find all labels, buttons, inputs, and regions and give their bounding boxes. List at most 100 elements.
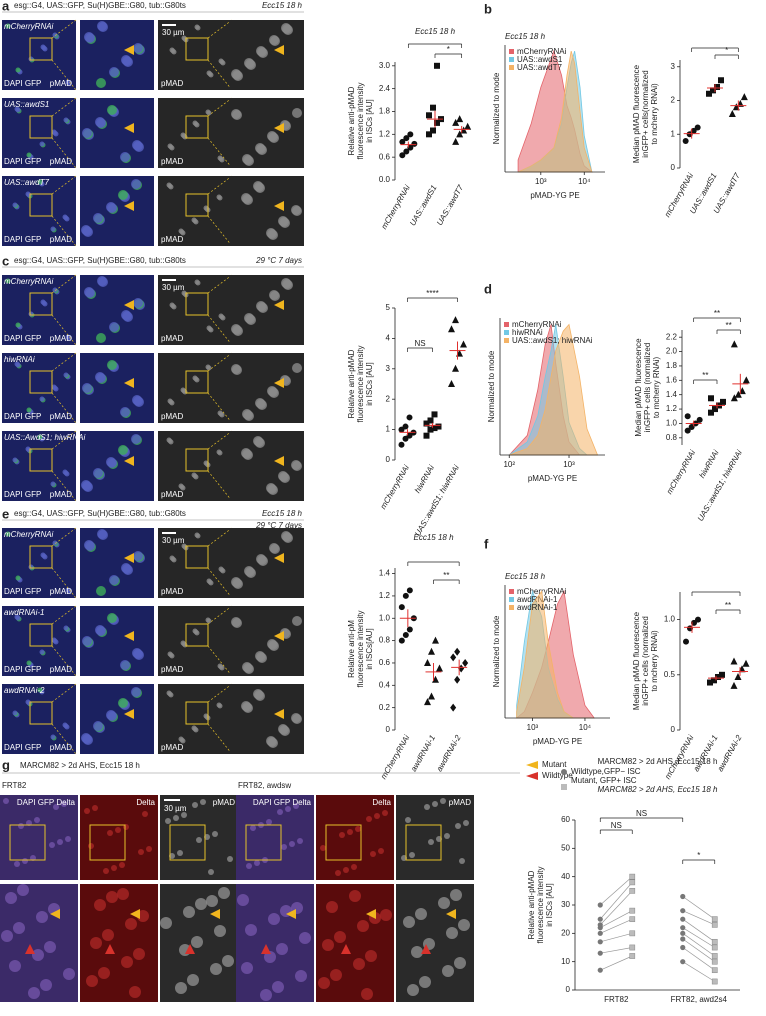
channel-label: Delta (136, 798, 155, 807)
nucleus (82, 128, 92, 138)
micrograph (2, 275, 76, 345)
row-label: UAS::awdT7 (4, 178, 49, 187)
cell (335, 870, 341, 876)
y-tick-label: 1.0 (666, 419, 678, 428)
nucleus (12, 710, 18, 716)
nucleus (93, 213, 103, 223)
chart-title: Ecc15 18 h (415, 27, 456, 36)
nucleus (180, 387, 186, 393)
y-tick-label: 1.2 (666, 404, 678, 413)
nucleus (121, 563, 131, 573)
data-point (712, 406, 718, 413)
cell (88, 843, 94, 849)
x-tick-label: awdRNAi-2 (716, 733, 744, 773)
pair-line (682, 918, 715, 943)
zoom-box (185, 701, 209, 725)
micrograph (80, 275, 154, 345)
x-tick-label: 10⁴ (579, 723, 592, 732)
zoom-guide (51, 430, 77, 450)
nucleus (253, 436, 263, 446)
micrograph (2, 98, 76, 168)
nucleus (26, 152, 32, 158)
y-tick-label: 0.5 (664, 670, 676, 679)
channel-label: pMAD (50, 157, 72, 166)
data-point (423, 420, 430, 427)
genotype-header: esg::G4, UAS::GFP, Su(H)GBE::G80, tub::G… (14, 256, 186, 265)
data-point (399, 138, 406, 145)
cell (53, 804, 59, 810)
legend-arrowhead (526, 761, 538, 769)
nucleus (81, 225, 91, 235)
cell (409, 852, 415, 858)
arrowhead (124, 709, 134, 719)
scale-label: 30 µm (162, 536, 185, 545)
zoom-box (185, 370, 209, 394)
nucleus (231, 324, 241, 334)
data-point (424, 658, 431, 666)
zoom-box (9, 824, 46, 861)
channel-label: pMAD (50, 743, 72, 752)
cell (277, 809, 283, 815)
nucleus (203, 205, 209, 211)
data-point (428, 692, 435, 700)
data-point (715, 674, 721, 681)
condition-note: Ecc15 18 h (262, 509, 303, 518)
data-point (407, 131, 414, 138)
genotype-header: esg::G4, UAS::GFP, Su(H)GBE::G80, tub::G… (14, 509, 186, 518)
data-point (629, 887, 636, 894)
arrowhead (446, 909, 456, 919)
significance-label: ** (702, 371, 708, 380)
zoom-guide (207, 175, 233, 195)
data-point (402, 592, 409, 599)
legend-swatch (509, 605, 514, 610)
data-point (597, 902, 603, 908)
zoom-guide (51, 645, 77, 677)
zoom-guide (51, 392, 77, 424)
arrowhead (274, 201, 284, 211)
nucleus (50, 226, 56, 232)
x-tick-label: UAS::awdS1 (408, 184, 438, 228)
cell (227, 856, 233, 862)
nucleus (28, 56, 34, 62)
pair-line (682, 961, 715, 982)
cell (121, 956, 133, 968)
data-point (448, 380, 455, 387)
cell (103, 868, 109, 874)
x-tick-label: mCherryRNAi (379, 463, 412, 510)
arrowhead (105, 944, 115, 954)
data-point (597, 950, 603, 956)
cell (268, 913, 280, 925)
channel-label: DAPI GFP (4, 587, 41, 596)
cell (14, 861, 20, 867)
nucleus (65, 334, 71, 340)
zoom-box (29, 370, 53, 394)
nucleus (192, 375, 198, 381)
nucleus (132, 648, 142, 658)
cell (49, 842, 55, 848)
cell (415, 908, 427, 920)
significance-label: * (447, 45, 450, 54)
data-point (740, 93, 748, 101)
cell (13, 922, 25, 934)
channel-label: DAPI GFP (4, 412, 41, 421)
data-point (432, 636, 439, 644)
x-tick-label: hiwRNAi (697, 448, 720, 479)
zoom-guide (51, 274, 77, 294)
data-point (434, 62, 440, 69)
nucleus (217, 410, 223, 416)
nucleus (51, 129, 57, 135)
nucleus (218, 313, 224, 319)
arrowhead (25, 944, 35, 954)
zoom-box (185, 193, 209, 217)
cell (353, 958, 365, 970)
pair-line (599, 882, 633, 920)
data-point (719, 671, 725, 678)
zoom-guide (51, 97, 77, 117)
data-point (629, 916, 636, 923)
data-point (398, 637, 405, 644)
nucleus (231, 577, 241, 587)
y-tick-label: 60 (561, 815, 570, 824)
cell (320, 845, 326, 851)
arrowhead (124, 553, 134, 563)
arrowhead (421, 944, 431, 954)
